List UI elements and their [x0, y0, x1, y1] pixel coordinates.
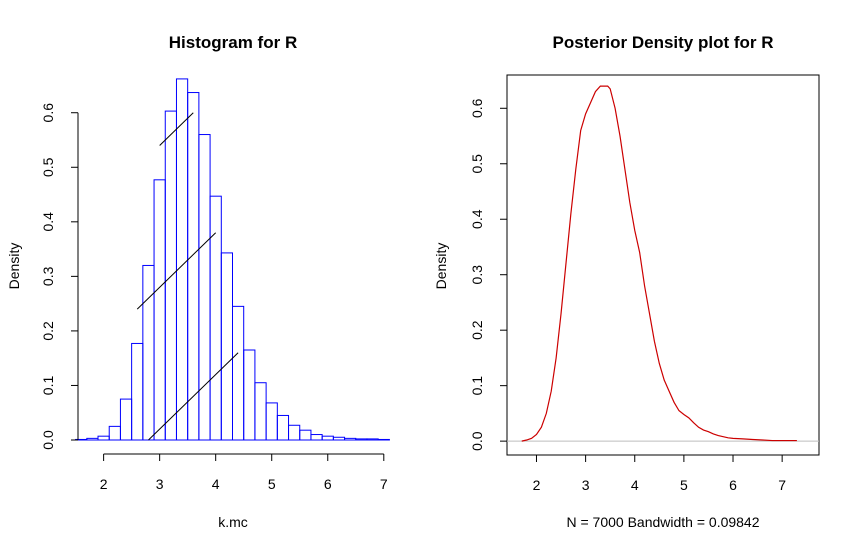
histogram-bar: [321, 435, 334, 441]
histogram-bars: [75, 78, 390, 441]
histogram-overlay-lines: [136, 112, 239, 441]
histogram-y-tick-label: 0.0: [40, 430, 56, 450]
density-y-label: Density: [433, 243, 449, 290]
histogram-x-tick-label: 6: [324, 476, 332, 492]
density-y-tick-label: 0.4: [469, 209, 485, 229]
histogram-bar: [187, 92, 200, 441]
histogram-bar: [198, 134, 211, 441]
density-y-tick-label: 0.5: [469, 154, 485, 174]
density-x-label: N = 7000 Bandwidth = 0.09842: [566, 514, 759, 530]
histogram-bar: [108, 425, 121, 441]
histogram-bar: [153, 179, 166, 441]
histogram-x-tick-label: 3: [156, 476, 164, 492]
histogram-overlay-line: [136, 232, 217, 310]
histogram-bar: [299, 429, 312, 441]
histogram-bar: [142, 264, 155, 441]
histogram-bar: [254, 382, 267, 441]
density-y-axis: 0.0 0.1 0.2 0.3 0.4 0.5 0.6: [469, 98, 507, 451]
density-title: Posterior Density plot for R: [552, 33, 773, 52]
density-x-tick-label: 5: [680, 477, 688, 493]
histogram-x-label: k.mc: [218, 514, 248, 530]
density-plot-box: [506, 74, 820, 456]
density-curve: [521, 85, 797, 442]
histogram-bar: [131, 342, 144, 441]
histogram-bar: [310, 434, 323, 441]
histogram-bar: [265, 402, 278, 441]
histogram-y-axis: 0.0 0.1 0.2 0.3 0.4 0.5 0.6: [40, 103, 79, 450]
density-x-tick-label: 3: [582, 477, 590, 493]
density-x-tick-label: 2: [533, 477, 541, 493]
histogram-bar: [220, 252, 234, 441]
density-x-axis: 2 3 4 5 6 7: [533, 454, 786, 493]
histogram-y-tick-label: 0.4: [40, 212, 56, 232]
density-y-tick-label: 0.0: [469, 431, 485, 451]
histogram-y-tick-label: 0.5: [40, 157, 56, 177]
histogram-title: Histogram for R: [169, 33, 297, 52]
histogram-y-tick-label: 0.3: [40, 266, 56, 286]
histogram-x-axis: 2 3 4 5 6 7: [100, 453, 388, 492]
histogram-bar: [175, 78, 189, 441]
histogram-overlay-line: [148, 352, 239, 441]
histogram-bar: [232, 305, 245, 441]
histogram-y-tick-label: 0.1: [40, 376, 56, 396]
histogram-x-tick-label: 2: [100, 476, 108, 492]
histogram-bar: [97, 435, 110, 441]
density-x-tick-label: 6: [729, 477, 737, 493]
histogram-bar: [119, 398, 133, 441]
density-y-tick-label: 0.6: [469, 98, 485, 118]
histogram-x-tick-label: 4: [212, 476, 220, 492]
density-y-tick-label: 0.1: [469, 376, 485, 396]
histogram-y-tick-label: 0.6: [40, 103, 56, 123]
histogram-bar: [164, 110, 177, 441]
histogram-y-label: Density: [6, 243, 22, 290]
histogram-bar: [276, 414, 290, 441]
histogram-overlay-line: [159, 112, 194, 146]
histogram-bar: [243, 349, 256, 441]
density-x-tick-label: 4: [631, 477, 639, 493]
histogram-y-tick-label: 0.2: [40, 321, 56, 341]
histogram-bar: [288, 424, 301, 441]
density-y-tick-label: 0.2: [469, 320, 485, 340]
density-x-tick-label: 7: [778, 477, 786, 493]
histogram-x-tick-label: 5: [268, 476, 276, 492]
histogram-x-tick-label: 7: [380, 476, 388, 492]
density-y-tick-label: 0.3: [469, 265, 485, 285]
